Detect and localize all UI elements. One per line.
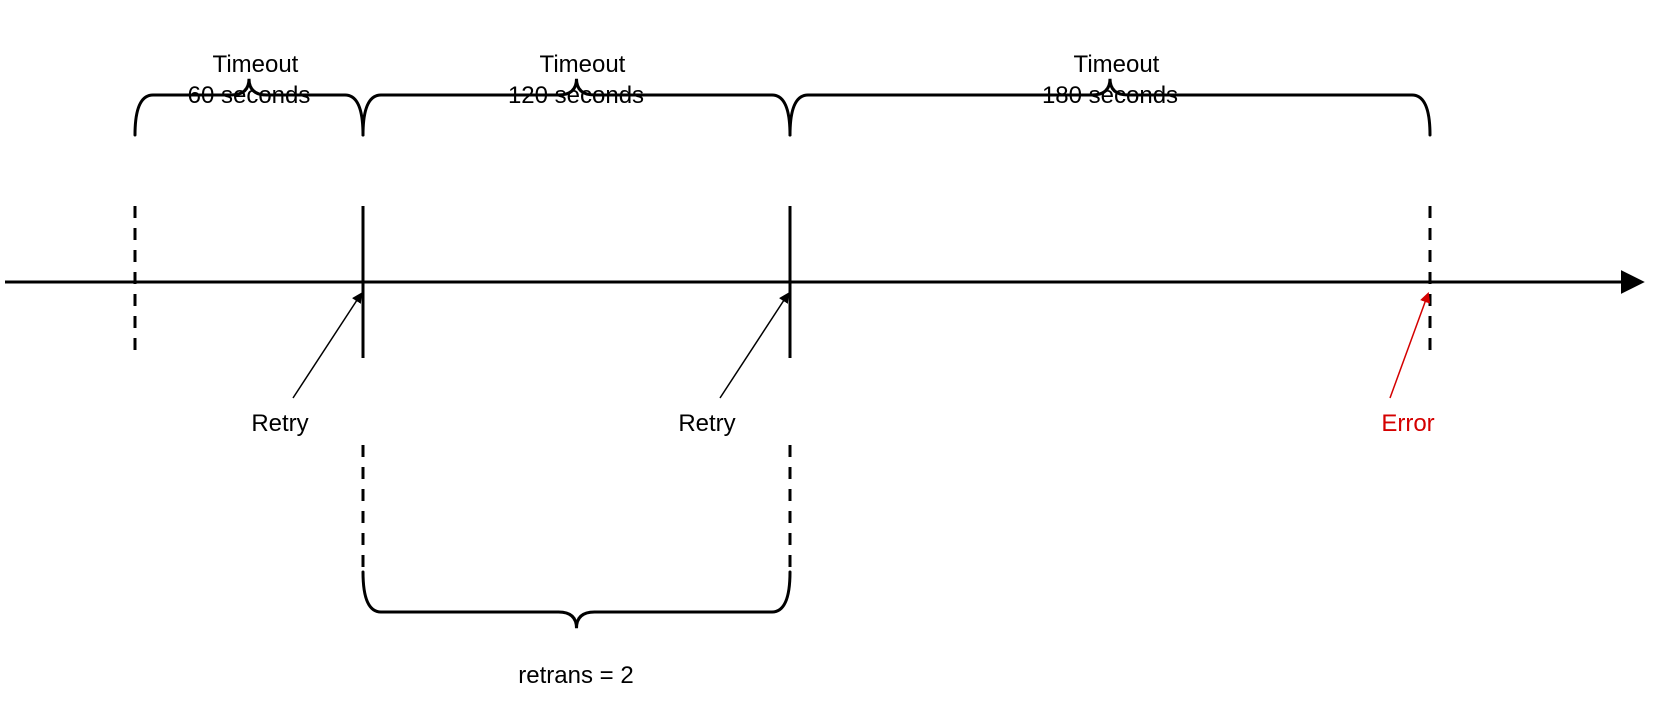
timeout-3-label: Timeout180 seconds [279,18,1662,112]
retrans-label: retrans = 2 [0,660,1407,691]
error-label: Error [577,408,1662,439]
